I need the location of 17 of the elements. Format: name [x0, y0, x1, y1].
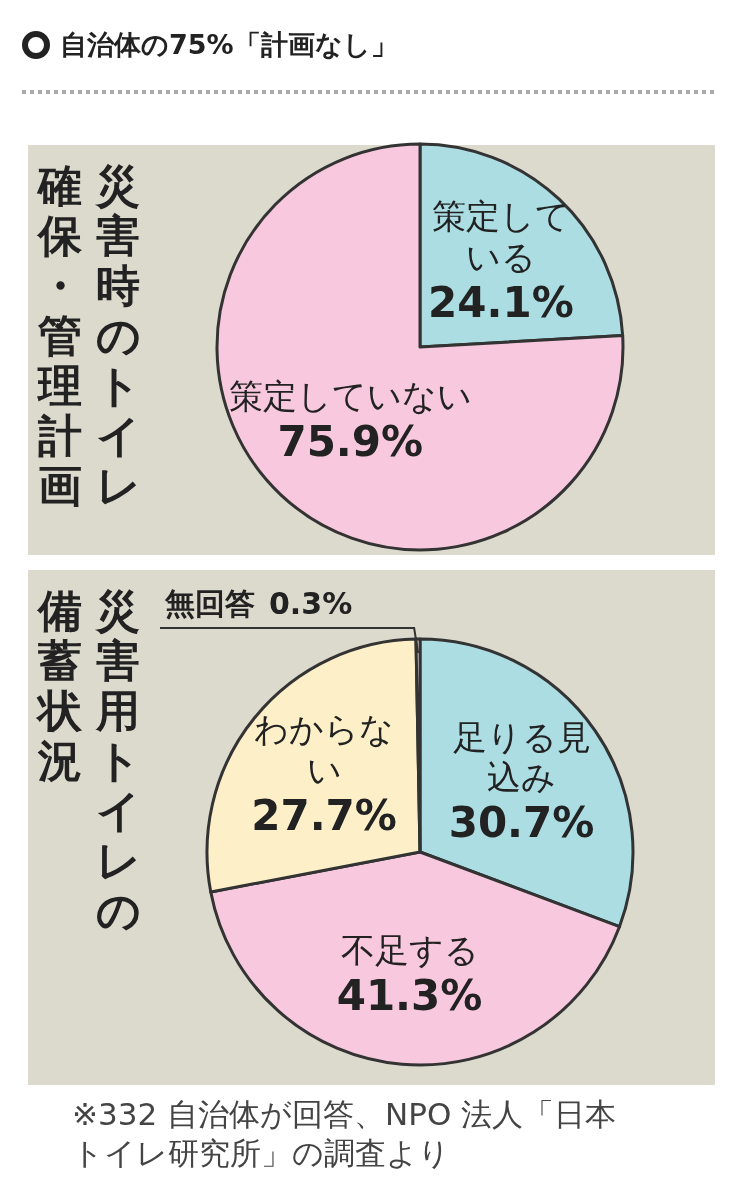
data-label: 27.7%: [250, 790, 398, 840]
slice-label: 策定している: [430, 196, 571, 278]
slice-label: わからない: [253, 708, 396, 791]
data-label: 30.7%: [447, 797, 596, 847]
slice-label: 不足する: [339, 930, 480, 971]
text: 災害時のトイレ確保・管理計画: [38, 160, 141, 511]
slice-label: 足りる見込み: [451, 716, 592, 798]
text: ※332 自治体が回答、NPO 法人「日本トイレ研究所」の調査より: [72, 1095, 618, 1173]
data-label: 0.3%: [269, 586, 353, 621]
pie-slice: [215, 142, 625, 552]
slice-label: 策定していない: [227, 375, 473, 417]
data-label: 24.1%: [427, 277, 575, 327]
chart-title: 災害用トイレの備蓄状況: [38, 585, 141, 936]
slice-label: 無回答: [165, 586, 255, 621]
chart-title: 自治体の75%「計画なし」: [60, 28, 398, 62]
data-label: 75.9%: [276, 416, 425, 466]
data-label: 41.3%: [335, 970, 484, 1020]
